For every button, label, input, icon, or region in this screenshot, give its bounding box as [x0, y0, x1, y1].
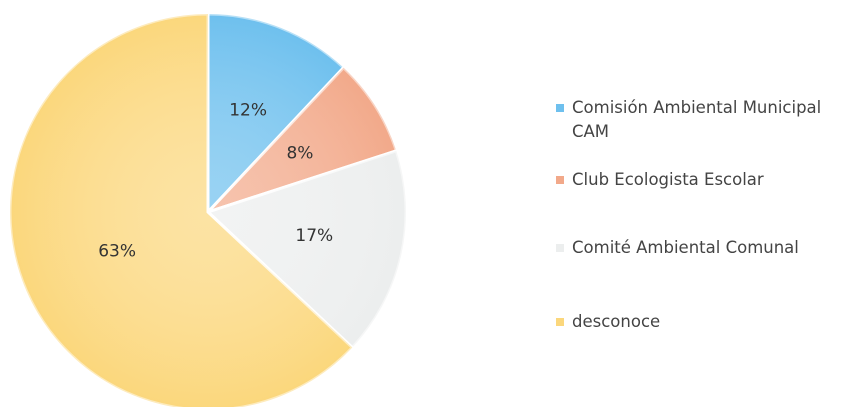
- data-label: 17%: [295, 226, 333, 246]
- legend-label: Comité Ambiental Comunal: [572, 238, 799, 257]
- legend-item: Club Ecologista Escolar: [556, 168, 826, 192]
- data-label: 8%: [286, 144, 313, 164]
- slice-shade: [10, 14, 353, 407]
- legend-swatch: [556, 318, 564, 326]
- legend-swatch: [556, 104, 564, 112]
- legend-item: desconoce: [556, 310, 826, 334]
- legend-swatch: [556, 176, 564, 184]
- legend-label: Club Ecologista Escolar: [572, 170, 764, 189]
- legend-label: desconoce: [572, 312, 661, 331]
- slice-shade: [208, 67, 397, 212]
- slice-shade: [208, 14, 344, 212]
- data-label: 63%: [98, 241, 136, 261]
- legend-item: Comisión Ambiental Municipal CAM: [556, 96, 826, 144]
- data-label: 12%: [229, 101, 267, 121]
- legend-item: Comité Ambiental Comunal: [556, 236, 826, 260]
- legend-swatch: [556, 244, 564, 252]
- slice-shade: [208, 150, 407, 348]
- legend-label: Comisión Ambiental Municipal CAM: [572, 98, 822, 141]
